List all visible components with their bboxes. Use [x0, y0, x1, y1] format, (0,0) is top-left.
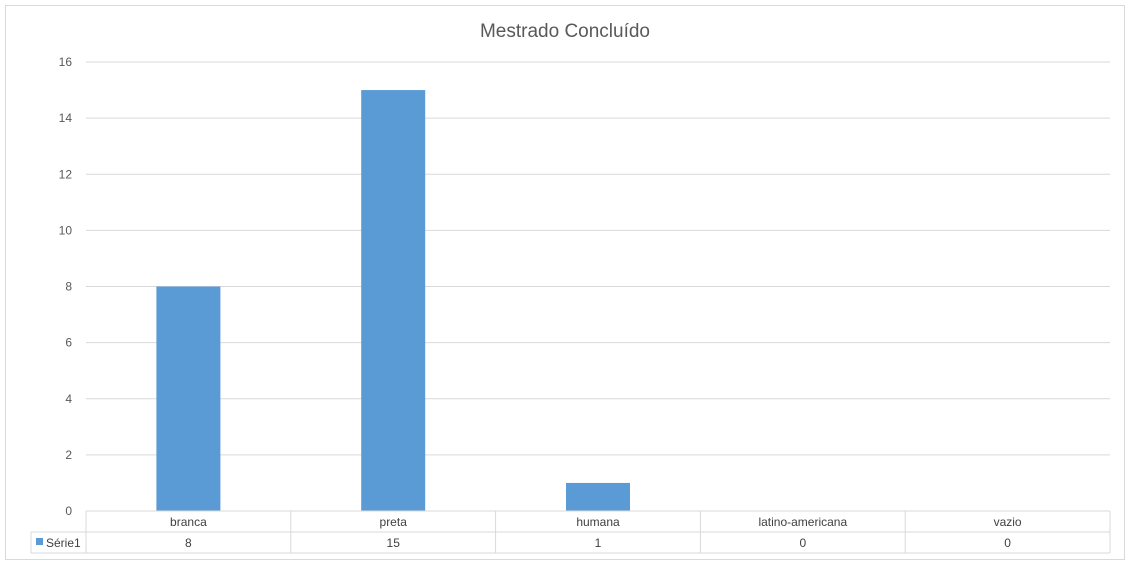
y-axis-ticks: 0 2 4 6 8 10 12 14 16 — [59, 55, 73, 518]
legend-series-name: Série1 — [46, 536, 81, 550]
y-tick-label-6: 6 — [65, 336, 72, 350]
value-label-humana: 1 — [595, 536, 602, 550]
category-label-humana: humana — [576, 515, 620, 529]
gridlines — [86, 61, 1110, 512]
value-label-vazio: 0 — [1004, 536, 1011, 550]
category-label-vazio: vazio — [994, 515, 1022, 529]
bar-humana — [566, 482, 630, 511]
y-tick-label-4: 4 — [65, 392, 72, 406]
category-label-branca: branca — [170, 515, 207, 529]
y-tick-label-2: 2 — [65, 448, 72, 462]
bar-preta — [361, 90, 426, 511]
value-label-preta: 15 — [387, 536, 401, 550]
y-tick-label-0: 0 — [65, 504, 72, 518]
y-tick-label-12: 12 — [59, 167, 73, 181]
y-tick-label-14: 14 — [59, 111, 73, 125]
category-label-preta: preta — [380, 515, 408, 529]
category-label-latino-americana: latino-americana — [758, 515, 847, 529]
y-tick-label-8: 8 — [65, 280, 72, 294]
y-tick-label-10: 10 — [59, 223, 73, 237]
legend-swatch — [36, 538, 43, 545]
value-label-latino-americana: 0 — [799, 536, 806, 550]
data-table: branca 8 preta 15 humana 1 latino-americana 0 va… — [30, 510, 1111, 554]
value-label-branca: 8 — [185, 536, 192, 550]
bars — [156, 90, 630, 511]
chart-title: Mestrado Concluído — [480, 21, 650, 42]
bar-branca — [156, 286, 221, 511]
y-tick-label-16: 16 — [59, 55, 73, 69]
